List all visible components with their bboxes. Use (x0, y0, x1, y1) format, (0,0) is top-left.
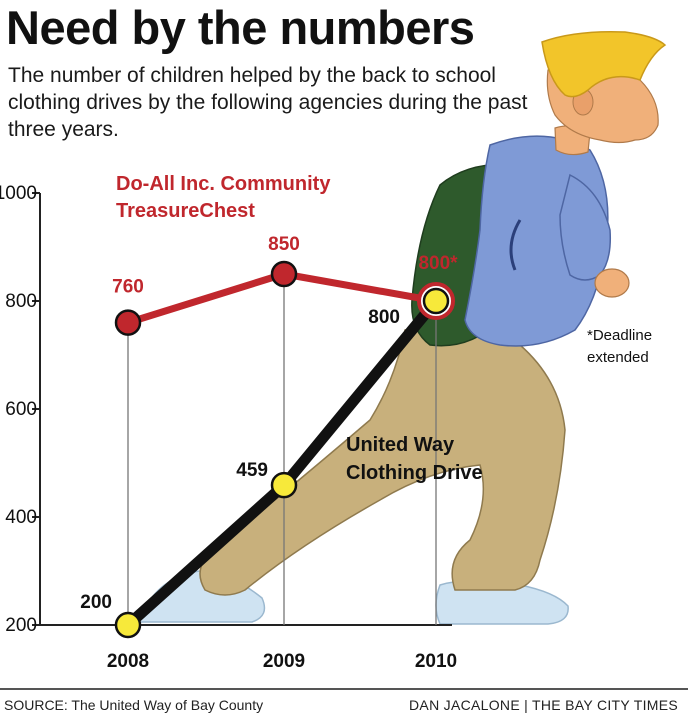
boy-illustration (136, 30, 667, 625)
y-tick-label: 600 (5, 399, 37, 420)
series-name-treasurechest: Do-All Inc. Community (116, 173, 331, 195)
x-tick-label: 2010 (415, 651, 457, 672)
data-label-treasurechest: 760 (112, 277, 144, 298)
y-tick-label: 800 (5, 291, 37, 312)
point-united-way (270, 471, 298, 499)
point-united-way (114, 611, 142, 639)
y-tick-label: 1000 (0, 183, 37, 204)
series-name-treasurechest: TreasureChest (116, 200, 255, 222)
series-name-united-way: United Way (346, 434, 455, 456)
point-united-way (422, 287, 450, 315)
axes: 200 400 600 800 1000 2008 2009 2010 (0, 183, 457, 672)
data-label-treasurechest: 800* (418, 253, 458, 274)
annotation-deadline: extended (587, 349, 649, 366)
x-tick-label: 2009 (263, 651, 305, 672)
point-treasurechest (114, 309, 142, 336)
sleeve-fold (509, 219, 522, 271)
y-tick-label: 200 (5, 615, 37, 636)
x-tick-label: 2008 (107, 651, 149, 672)
point-treasurechest (270, 260, 298, 288)
annotation-deadline: *Deadline (587, 327, 652, 344)
byline-credit: DAN JACALONE | THE BAY CITY TIMES (409, 697, 678, 713)
page-title: Need by the numbers (6, 1, 475, 54)
subtitle: The number of children helped by the bac… (8, 64, 528, 141)
data-label-united-way: 200 (80, 592, 112, 613)
hair (541, 30, 667, 98)
label-group: 760 850 800* 200 459 800 Do-All Inc. Community… (80, 173, 652, 613)
data-label-united-way: 459 (236, 460, 268, 481)
data-label-united-way: 800 (368, 307, 400, 328)
footer-divider (0, 688, 688, 690)
y-tick-label: 400 (5, 507, 37, 528)
series-group (114, 260, 455, 639)
series-name-united-way: Clothing Drive (346, 462, 483, 484)
source-credit: SOURCE: The United Way of Bay County (4, 697, 264, 713)
hand (594, 268, 630, 298)
data-label-treasurechest: 850 (268, 234, 300, 255)
